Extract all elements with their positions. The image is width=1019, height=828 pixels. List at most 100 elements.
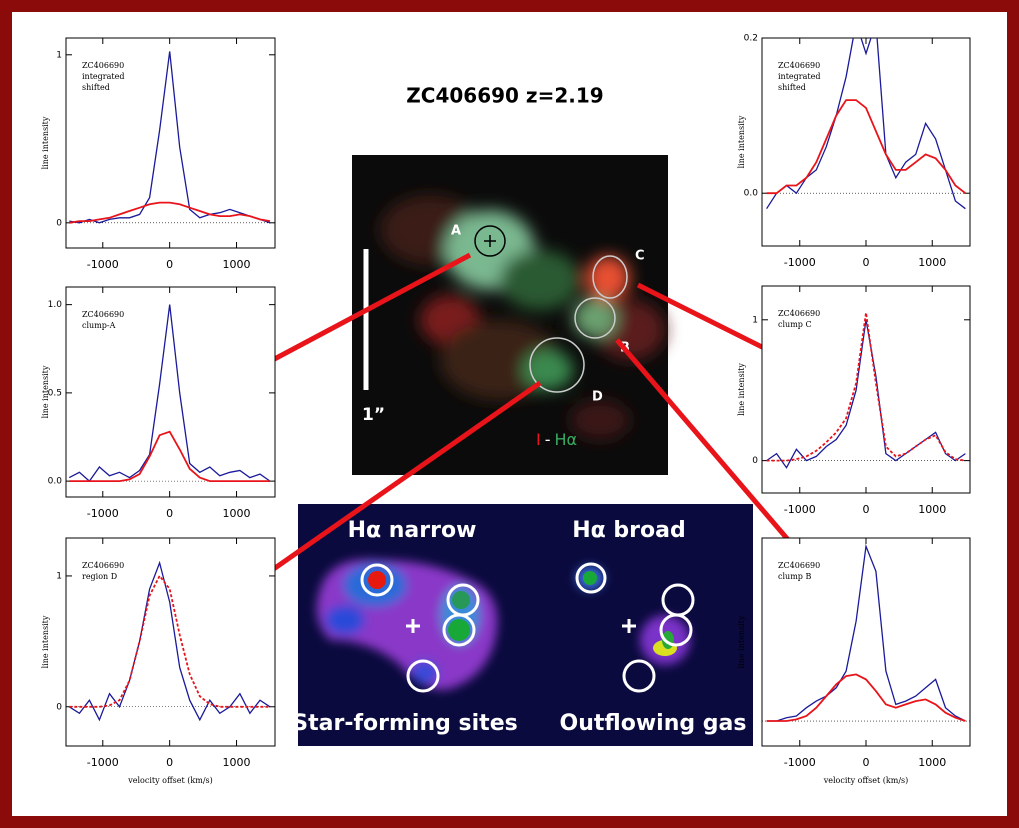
x-tick-label: 1000 [918, 256, 946, 269]
y-axis-label: line intensity [41, 615, 50, 668]
y-tick-label: 1 [752, 315, 758, 325]
spectrum-line [766, 319, 966, 469]
image-label: A [451, 224, 461, 239]
x-tick-label: 1000 [223, 756, 251, 769]
y-tick-label: 0.5 [48, 388, 62, 398]
map-caption: Outflowing gas [560, 711, 747, 736]
map-caption: Star-forming sites [292, 711, 517, 736]
spectrum-panel: -1000 0 1000 1.0 0.5 0.0 ZC406690 clump-A line i… [41, 286, 276, 520]
y-axis-label: line intensity [737, 615, 746, 668]
panel-label-line: clump C [778, 320, 812, 329]
panel-label-line: clump B [778, 572, 811, 581]
figure-title: ZC406690 z=2.19 [406, 84, 603, 108]
series-group [69, 51, 271, 224]
spectrum-line [69, 430, 270, 482]
x-tick-label: 1000 [918, 756, 946, 769]
y-tick-label: 0.2 [744, 34, 758, 44]
spectrum-line [69, 201, 271, 224]
image-label: C [635, 249, 645, 264]
panel-label-line: region D [82, 572, 117, 581]
panel-label: ZC406690 integrated shifted [778, 61, 820, 92]
panel-label-line: ZC406690 [82, 61, 124, 70]
panel-label-line: ZC406690 [778, 61, 820, 70]
series-group [766, 38, 966, 210]
x-axis-label: velocity offset (km/s) [127, 776, 213, 785]
spectrum-line [68, 304, 271, 483]
panel-label-line: integrated [82, 72, 124, 81]
x-tick-label: 1000 [223, 507, 251, 520]
image-legend: I - Hα [536, 430, 577, 449]
map-title: Hα narrow [348, 518, 477, 543]
y-axis-label: line intensity [41, 116, 50, 169]
spectrum-panel: -1000 0 1000 0.2 0.0 ZC406690 integrated shifte… [737, 34, 971, 269]
y-tick-label: 1 [56, 571, 62, 581]
panel-label: ZC406690 integrated shifted [82, 61, 124, 92]
y-tick-label: 0 [56, 702, 62, 712]
y-axis-label: line intensity [737, 115, 746, 168]
map-title: Hα broad [572, 518, 686, 543]
x-tick-label: -1000 [784, 503, 816, 516]
spectrum-panel: -1000 0 1000 1 0 ZC406690 integrated shifted lin… [41, 37, 276, 271]
plot-frame [65, 286, 276, 498]
panel-label-line: ZC406690 [778, 561, 820, 570]
scale-label: 1” [362, 405, 385, 425]
x-tick-label: -1000 [87, 507, 119, 520]
x-tick-label: -1000 [784, 256, 816, 269]
panel-label: ZC406690 clump B [778, 561, 820, 581]
spectrum-line [766, 38, 966, 210]
x-tick-label: -1000 [784, 756, 816, 769]
y-axis-label: line intensity [737, 363, 746, 416]
panel-label-line: ZC406690 [82, 561, 124, 570]
panel-label-line: integrated [778, 72, 820, 81]
y-tick-label: 0.0 [744, 189, 759, 199]
image-label: D [592, 390, 603, 405]
x-tick-label: 0 [166, 756, 173, 769]
x-tick-label: 0 [166, 258, 173, 271]
maps [298, 504, 753, 746]
series-group [68, 304, 271, 483]
plot-frame [761, 537, 971, 747]
x-tick-label: 0 [863, 756, 870, 769]
legend-part: I [536, 430, 541, 449]
panel-label-line: shifted [82, 83, 110, 92]
panel-label-line: clump-A [82, 321, 116, 330]
spectrum-line [68, 560, 271, 722]
x-tick-label: 1000 [223, 258, 251, 271]
spectrum-line [766, 543, 966, 722]
spectrum-line [69, 574, 270, 708]
x-tick-label: 0 [166, 507, 173, 520]
spectrum-line [69, 51, 271, 224]
x-tick-label: -1000 [87, 756, 119, 769]
y-tick-label: 0.0 [48, 477, 63, 487]
series-group [766, 543, 966, 722]
x-tick-label: 0 [863, 256, 870, 269]
panel-label-line: ZC406690 [82, 310, 124, 319]
y-tick-label: 0 [752, 456, 758, 466]
spectrum-panel: -1000 0 1000 1 0 ZC406690 region D line intensi… [41, 537, 276, 785]
panel-label-line: ZC406690 [778, 309, 820, 318]
panel-label: ZC406690 clump C [778, 309, 820, 329]
spectrum-line [766, 99, 966, 195]
series-group [68, 560, 271, 722]
x-axis-label: velocity offset (km/s) [823, 776, 909, 785]
legend-part: Hα [555, 430, 578, 449]
spectrum-panel: -1000 0 1000 ZC406690 clump B line intensity v… [737, 537, 971, 785]
series-group [766, 312, 966, 469]
y-tick-label: 1 [56, 50, 62, 60]
y-tick-label: 0 [56, 218, 62, 228]
panel-label: ZC406690 region D [82, 561, 124, 581]
y-axis-label: line intensity [41, 365, 50, 418]
panel-label: ZC406690 clump-A [82, 310, 124, 330]
legend-part: - [545, 430, 551, 449]
x-tick-label: -1000 [87, 258, 119, 271]
spectrum-line [766, 673, 966, 722]
panel-label-line: shifted [778, 83, 806, 92]
plot-frame [65, 537, 276, 747]
x-tick-label: 0 [863, 503, 870, 516]
spectrum-panel: -1000 0 1000 1 0 ZC406690 clump C line intensit… [737, 285, 971, 516]
x-tick-label: 1000 [918, 503, 946, 516]
central-image [352, 155, 668, 475]
